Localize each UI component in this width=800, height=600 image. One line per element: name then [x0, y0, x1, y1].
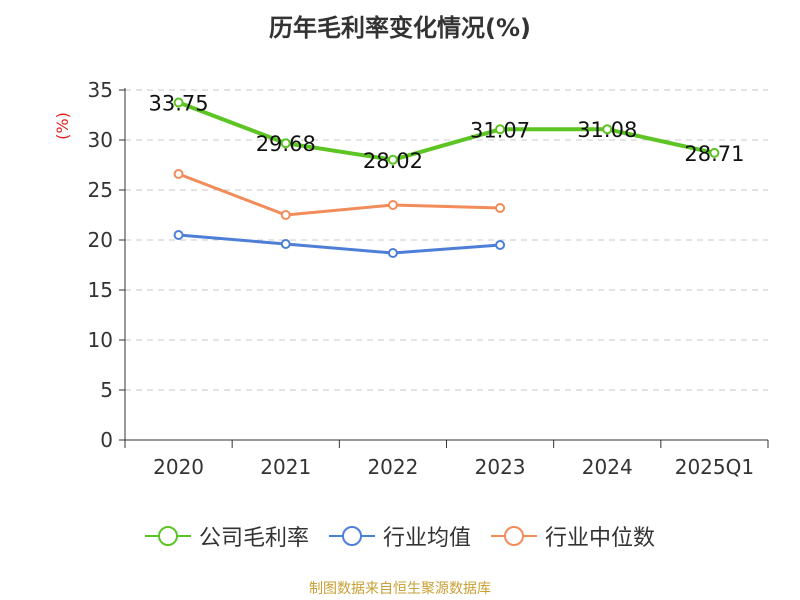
data-point — [495, 203, 506, 213]
data-label: 29.68 — [256, 132, 316, 156]
x-tick-label: 2020 — [153, 455, 204, 479]
data-label: 31.07 — [470, 118, 530, 142]
data-point — [387, 248, 398, 258]
data-point — [709, 147, 720, 158]
x-tick-label: 2022 — [367, 455, 418, 479]
legend-label: 行业中位数 — [545, 526, 656, 551]
chart-title: 历年毛利率变化情况(%) — [269, 14, 531, 42]
data-point — [387, 154, 398, 165]
y-tick-label: 35 — [88, 78, 113, 102]
series-line — [178, 172, 501, 217]
data-label: 31.08 — [577, 118, 637, 142]
x-tick-label: 2021 — [260, 455, 311, 479]
legend-item-industry-mean[interactable]: 行业均值 — [328, 520, 471, 552]
y-tick-label: 10 — [88, 328, 113, 352]
legend-label: 公司毛利率 — [198, 526, 309, 551]
source-footer: 制图数据来自恒生聚源数据库 — [309, 581, 491, 597]
y-tick-label: 20 — [88, 228, 113, 252]
data-label: 33.75 — [149, 92, 209, 116]
y-tick-label: 30 — [88, 128, 113, 152]
data-point — [173, 169, 184, 179]
data-label: 28.71 — [684, 142, 744, 166]
y-tick-label: 15 — [88, 278, 113, 302]
data-point — [280, 138, 291, 149]
data-point — [280, 239, 291, 249]
data-point — [495, 124, 506, 135]
data-label: 28.02 — [363, 149, 423, 173]
legend-item-industry-median[interactable]: 行业中位数 — [491, 520, 655, 552]
y-tick-label: 5 — [100, 378, 113, 402]
legend-marker-orange — [491, 526, 537, 546]
legend-marker-green — [144, 526, 191, 546]
data-point — [173, 230, 184, 240]
y-tick-label: 0 — [100, 428, 113, 452]
data-point — [280, 210, 291, 220]
series-line — [177, 100, 715, 162]
x-tick-label: 2025Q1 — [675, 455, 754, 479]
legend-label: 行业均值 — [382, 526, 471, 551]
x-tick-label: 2024 — [582, 455, 633, 479]
legend-marker-blue — [328, 526, 375, 546]
x-tick-label: 2023 — [475, 455, 526, 479]
data-point — [495, 240, 506, 250]
y-tick-label: 25 — [88, 178, 113, 202]
legend-item-company-margin[interactable]: 公司毛利率 — [144, 520, 309, 552]
data-point — [602, 124, 613, 135]
data-point — [387, 200, 398, 210]
data-point — [173, 97, 184, 108]
legend: 公司毛利率 行业均值 行业中位数 — [0, 520, 800, 552]
y-axis-label: (%) — [53, 112, 72, 140]
series-line — [178, 233, 501, 255]
